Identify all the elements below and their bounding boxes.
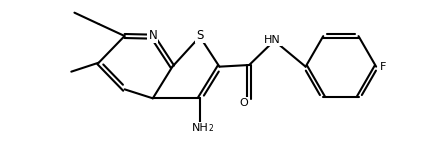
Text: N: N <box>148 29 157 42</box>
Text: F: F <box>379 62 385 72</box>
Text: 2: 2 <box>209 124 213 133</box>
Text: HN: HN <box>263 35 280 45</box>
Text: O: O <box>239 98 248 108</box>
Text: S: S <box>196 29 203 42</box>
Text: NH: NH <box>191 123 208 133</box>
